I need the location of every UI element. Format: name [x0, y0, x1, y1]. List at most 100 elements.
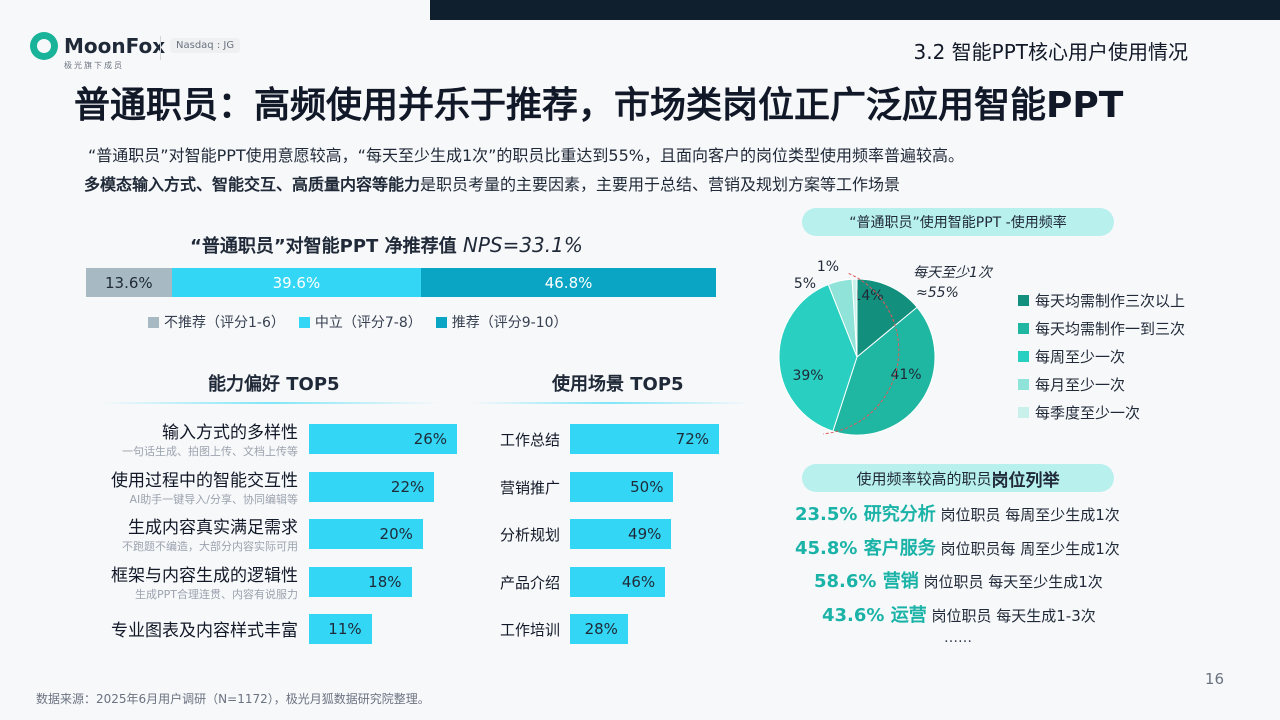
legend-label: 每月至少一次: [1035, 375, 1126, 394]
pie-legend-item: 每季度至少一次: [1018, 398, 1185, 426]
legend-swatch: [1018, 406, 1029, 418]
ability-label-main: 使用过程中的智能交互性: [111, 470, 298, 491]
nps-stacked-bar: 13.6% 39.6% 46.8%: [86, 268, 716, 297]
legend-swatch: [148, 316, 159, 328]
job-detail: 岗位职员每 周至少生成1次: [935, 539, 1120, 558]
pie-slice: [856, 278, 918, 359]
nps-title: “普通职员”对智能PPT 净推荐值 NPS=33.1%: [190, 232, 583, 258]
nps-value: NPS=33.1%: [462, 233, 583, 257]
jobs-title: 使用频率较高的职员 岗位列举: [802, 464, 1114, 492]
ability-bar: 22%: [309, 471, 435, 502]
section-title: 3.2 智能PPT核心用户使用情况: [913, 40, 1188, 64]
nps-legend-item: 不推荐（评分1-6）: [148, 312, 285, 332]
nps-legend: 不推荐（评分1-6） 中立（评分7-8） 推荐（评分9-10）: [148, 312, 582, 332]
ability-title-underline: [100, 402, 440, 404]
subtitle-line-2: 多模态输入方式、智能交互、高质量内容等能力是职员考量的主要因素，主要用于总结、营…: [84, 171, 900, 195]
ability-label: 输入方式的多样性一句话生成、拍图上传、文档上传等: [122, 418, 298, 459]
ability-title: 能力偏好 TOP5: [208, 374, 340, 395]
legend-label: 中立（评分7-8）: [314, 315, 422, 331]
pie-annotation-line2: ≈55%: [916, 285, 959, 301]
job-row: 23.5% 研究分析 岗位职员 每周至少生成1次: [795, 500, 1120, 526]
subtitle-line-1: “普通职员”对智能PPT使用意愿较高，“每天至少生成1次”的职员比重达到55%，…: [88, 146, 964, 165]
page-title: 普通职员：高频使用并乐于推荐，市场类岗位正广泛应用智能PPT: [74, 85, 1124, 126]
legend-label: 不推荐（评分1-6）: [164, 315, 285, 331]
pie-value-label: 14%: [852, 288, 883, 304]
jobs-title-plain: 使用频率较高的职员: [856, 469, 992, 488]
pie-legend-item: 每天均需制作三次以上: [1018, 286, 1185, 314]
job-row: 58.6% 营销 岗位职员 每天至少生成1次: [814, 567, 1103, 593]
subtitle-rest: 是职员考量的主要因素，主要用于总结、营销及规划方案等工作场景: [420, 175, 901, 194]
job-highlight: 58.6% 营销: [814, 571, 919, 592]
nps-segment-1: 13.6%: [86, 268, 172, 297]
logo-text: MoonFox: [64, 34, 166, 58]
usecase-bar: 49%: [570, 519, 672, 549]
ability-bar: 26%: [309, 424, 458, 454]
legend-swatch: [1018, 294, 1029, 306]
pie-slice: [832, 306, 936, 436]
legend-label: 每季度至少一次: [1035, 403, 1141, 422]
pie-legend-item: 每月至少一次: [1018, 370, 1185, 398]
ability-label: 框架与内容生成的逻辑性 生成PPT合理连贯、内容有说服力: [111, 561, 298, 602]
pie-slice: [778, 283, 858, 432]
top-banner: [0, 0, 1280, 20]
job-highlight: 45.8% 客户服务: [795, 537, 936, 559]
jobs-ellipsis: ……: [944, 630, 972, 646]
legend-swatch: [298, 316, 310, 328]
usecase-bar: 28%: [570, 614, 628, 644]
job-detail: 岗位职员 每天至少生成1次: [918, 573, 1103, 591]
ability-label: 专业图表及内容样式丰富: [111, 616, 298, 641]
pie-slice: [851, 278, 858, 358]
ability-bar: 20%: [309, 519, 423, 549]
pie-value-label: 1%: [817, 259, 839, 275]
logo-subtitle: 极光旗下成员: [64, 61, 124, 70]
usecase-label: 工作总结: [499, 431, 560, 449]
nasdaq-badge: Nasdaq : JG: [170, 38, 241, 53]
subtitle-bold: 多模态输入方式、智能交互、高质量内容等能力: [84, 175, 421, 194]
ability-bar: 18%: [309, 566, 412, 597]
usecase-title: 使用场景 TOP5: [552, 374, 684, 395]
ability-label: 使用过程中的智能交互性 AI助手一键导入/分享、协同编辑等: [111, 466, 298, 507]
ability-label-sub: 不跑题不编造，大部分内容实际可用: [122, 540, 298, 553]
usecase-label: 分析规划: [499, 526, 560, 544]
job-highlight: 43.6% 运营: [822, 604, 927, 626]
pie-value-label: 41%: [890, 367, 921, 383]
job-detail: 岗位职员 每天生成1-3次: [926, 606, 1096, 625]
legend-label: 每天均需制作一到三次: [1035, 319, 1186, 338]
pie-legend-item: 每天均需制作一到三次: [1018, 314, 1185, 342]
usecase-label: 工作培训: [499, 621, 560, 639]
usecase-bar: 50%: [570, 471, 674, 502]
usecase-bar: 72%: [570, 424, 719, 454]
ability-label-sub: 生成PPT合理连贯、内容有说服力: [135, 587, 298, 601]
legend-swatch: [1018, 378, 1029, 390]
ability-label-main: 专业图表及内容样式丰富: [111, 621, 298, 641]
legend-label: 推荐（评分9-10）: [451, 315, 568, 331]
usecase-label: 产品介绍: [499, 573, 560, 592]
legend-swatch: [1018, 322, 1029, 334]
ability-label-main: 生成内容真实满足需求: [128, 518, 298, 538]
usecase-title-underline: [470, 402, 750, 404]
pie-value-label: 5%: [794, 276, 816, 292]
pie-annotation-line1: 每天至少1次: [913, 265, 994, 281]
nps-title-text: “普通职员”对智能PPT 净推荐值: [190, 236, 463, 257]
legend-swatch: [435, 316, 447, 328]
legend-swatch: [1018, 350, 1029, 362]
jobs-title-bold: 岗位列举: [991, 470, 1060, 491]
moonfox-logo-icon: [30, 32, 58, 60]
pie-legend: 每天均需制作三次以上 每天均需制作一到三次 每周至少一次 每月至少一次 每季度至少一次: [1018, 286, 1185, 426]
ability-label-sub: 一句话生成、拍图上传、文档上传等: [122, 445, 298, 458]
pie-slice: [827, 278, 858, 358]
ability-label: 生成内容真实满足需求不跑题不编造，大部分内容实际可用: [122, 513, 298, 554]
legend-label: 每周至少一次: [1035, 347, 1126, 366]
ability-label-main: 框架与内容生成的逻辑性: [111, 565, 298, 586]
usecase-label: 营销推广: [499, 478, 560, 497]
logo: MoonFox: [30, 32, 165, 60]
pie-legend-item: 每周至少一次: [1018, 342, 1185, 370]
legend-label: 每天均需制作三次以上: [1035, 291, 1186, 310]
page-number: 16: [1204, 670, 1224, 688]
ability-label-main: 输入方式的多样性: [162, 423, 298, 443]
nps-legend-item: 推荐（评分9-10）: [435, 312, 568, 332]
pie-title: “普通职员”使用智能PPT -使用频率: [802, 208, 1114, 236]
job-row: 45.8% 客户服务 岗位职员每 周至少生成1次: [795, 534, 1120, 560]
nps-segment-3: 46.8%: [421, 268, 716, 297]
pie-value-label: 39%: [792, 368, 823, 384]
